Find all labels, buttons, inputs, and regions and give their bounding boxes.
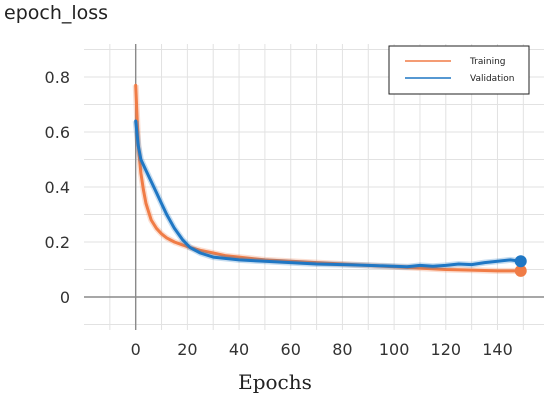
x-tick-label: 140	[482, 340, 513, 359]
chart-title: epoch_loss	[4, 2, 109, 24]
legend-box	[388, 45, 530, 95]
legend-label-validation: Validation	[470, 74, 514, 84]
x-tick-label: 120	[431, 340, 462, 359]
y-tick-label: 0	[60, 288, 70, 307]
y-tick-label: 0.2	[45, 233, 70, 252]
series-line-training	[134, 83, 523, 273]
tick-labels: 0 20 40 60 80 100 120 140 0 0.2 0.4 0.6 0.8	[45, 68, 513, 359]
x-tick-label: 80	[332, 340, 352, 359]
x-tick-label: 40	[229, 340, 249, 359]
series-end-marker-training	[514, 264, 527, 277]
x-tick-label: 20	[177, 340, 197, 359]
legend: Training Validation	[388, 45, 530, 95]
x-axis-label: Epochs	[238, 370, 312, 394]
series-end-marker-validation	[514, 255, 527, 268]
series-halo-validation	[132, 120, 522, 270]
x-tick-label: 100	[379, 340, 410, 359]
y-tick-label: 0.8	[45, 68, 70, 87]
series-line-validation	[134, 119, 523, 269]
y-tick-label: 0.6	[45, 123, 70, 142]
series-halo-training	[132, 85, 521, 274]
series-group	[132, 83, 527, 277]
legend-label-training: Training	[469, 57, 506, 67]
y-tick-label: 0.4	[45, 178, 70, 197]
x-tick-label: 60	[281, 340, 301, 359]
x-tick-label: 0	[131, 340, 141, 359]
